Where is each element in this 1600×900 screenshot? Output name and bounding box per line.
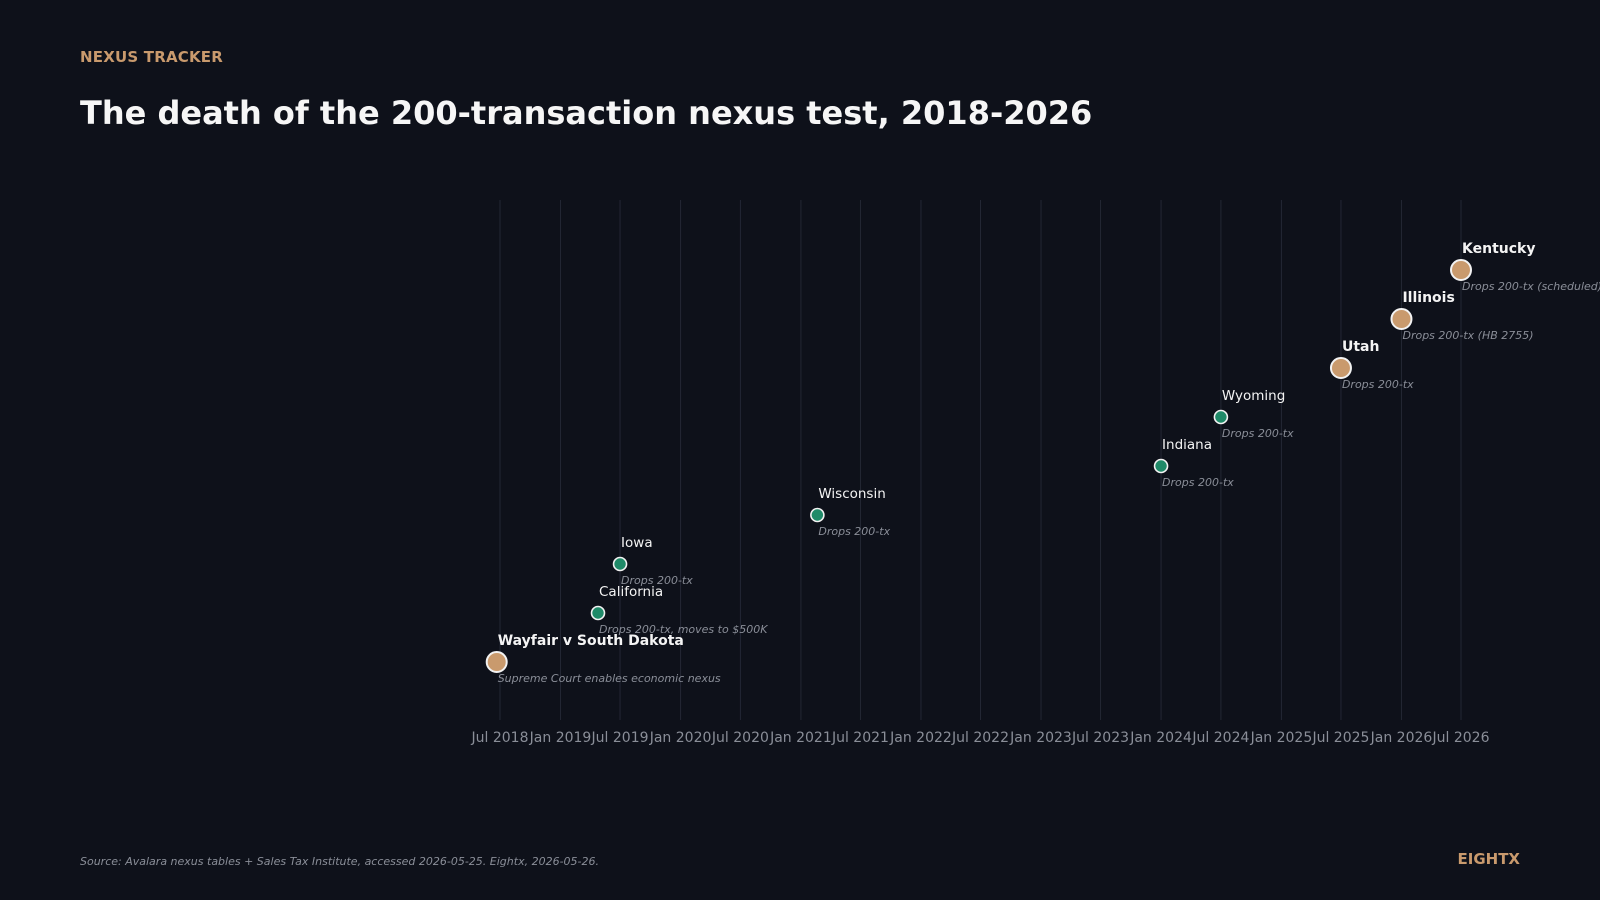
- event-marker: [590, 605, 606, 621]
- event-layer: Wayfair v South Dakota Supreme Court enab…: [485, 241, 1600, 685]
- event-label: Wisconsin: [818, 486, 885, 502]
- event-label: Wayfair v South Dakota: [498, 633, 684, 649]
- event-detail: Drops 200-tx: [1162, 476, 1234, 489]
- event-marker: [612, 556, 628, 572]
- event-detail: Drops 200-tx: [621, 574, 693, 587]
- x-tick-label: Jan 2019: [529, 730, 592, 746]
- event-detail: Drops 200-tx, moves to $500K: [599, 623, 768, 636]
- event-marker: [810, 507, 825, 523]
- event-marker: [1213, 409, 1229, 425]
- event-label: Utah: [1342, 339, 1379, 355]
- x-tick-label: Jul 2022: [951, 730, 1009, 746]
- x-tick-label: Jan 2023: [1009, 730, 1072, 746]
- event-detail: Drops 200-tx (HB 2755): [1402, 329, 1533, 342]
- event-label: Illinois: [1402, 290, 1454, 306]
- event-wayfair-v-south-dakota: Wayfair v South Dakota Supreme Court enab…: [485, 633, 721, 685]
- event-detail: Drops 200-tx: [1342, 378, 1414, 391]
- x-tick-label: Jan 2024: [1129, 730, 1192, 746]
- event-illinois: Illinois Drops 200-tx (HB 2755): [1390, 290, 1534, 342]
- x-tick-label: Jan 2022: [889, 730, 952, 746]
- event-indiana: Indiana Drops 200-tx: [1153, 437, 1234, 489]
- event-marker: [1153, 458, 1169, 474]
- event-detail: Drops 200-tx: [818, 525, 890, 538]
- event-kentucky: Kentucky Drops 200-tx (scheduled): [1450, 241, 1600, 293]
- event-label: Kentucky: [1462, 241, 1535, 257]
- event-marker: [1450, 259, 1472, 281]
- event-label: California: [599, 584, 663, 600]
- grid-layer: [499, 200, 1462, 720]
- event-marker: [1329, 357, 1352, 379]
- event-detail: Supreme Court enables economic nexus: [498, 672, 721, 685]
- x-tick-label: Jul 2023: [1071, 730, 1129, 746]
- x-tick-label: Jul 2024: [1191, 730, 1249, 746]
- event-detail: Drops 200-tx (scheduled): [1462, 280, 1600, 293]
- event-detail: Drops 200-tx: [1222, 427, 1294, 440]
- source-note: Source: Avalara nexus tables + Sales Tax…: [80, 855, 599, 868]
- brand-logo: EIGHTX: [1457, 850, 1521, 868]
- event-iowa: Iowa Drops 200-tx: [612, 535, 693, 587]
- chart-kicker: NEXUS TRACKER: [80, 48, 223, 66]
- x-tick-label: Jan 2021: [769, 730, 832, 746]
- x-tick-label: Jan 2020: [649, 730, 712, 746]
- x-tick-label: Jul 2025: [1311, 730, 1369, 746]
- x-tick-label: Jul 2026: [1432, 730, 1490, 746]
- event-california: California Drops 200-tx, moves to $500K: [590, 584, 768, 636]
- x-tick-label: Jul 2021: [831, 730, 889, 746]
- x-tick-label: Jan 2025: [1250, 730, 1313, 746]
- event-marker: [485, 651, 508, 673]
- x-tick-label: Jan 2026: [1370, 730, 1433, 746]
- event-wyoming: Wyoming Drops 200-tx: [1213, 388, 1294, 440]
- chart-title: The death of the 200-transaction nexus t…: [80, 94, 1093, 132]
- x-tick-label: Jul 2019: [591, 730, 649, 746]
- x-tick-label: Jul 2020: [711, 730, 769, 746]
- x-tick-label: Jul 2018: [471, 730, 529, 746]
- event-wisconsin: Wisconsin Drops 200-tx: [810, 486, 891, 538]
- x-axis-ticks: Jul 2018 Jan 2019 Jul 2019 Jan 2020 Jul 2020…: [471, 730, 1490, 746]
- event-label: Indiana: [1162, 437, 1212, 453]
- event-utah: Utah Drops 200-tx: [1329, 339, 1414, 391]
- event-marker: [1390, 308, 1413, 330]
- event-label: Iowa: [621, 535, 653, 551]
- event-label: Wyoming: [1222, 388, 1285, 404]
